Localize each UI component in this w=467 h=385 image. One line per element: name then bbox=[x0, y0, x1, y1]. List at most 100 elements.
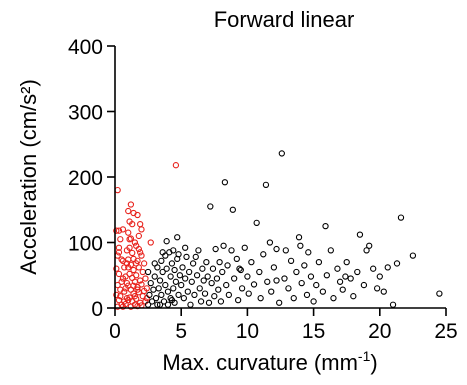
data-point bbox=[238, 285, 246, 292]
data-point bbox=[143, 285, 150, 292]
data-point bbox=[244, 273, 251, 280]
data-point bbox=[307, 273, 315, 280]
data-point bbox=[117, 293, 124, 300]
data-point bbox=[163, 238, 170, 245]
plot-area bbox=[113, 150, 443, 310]
data-point bbox=[197, 298, 205, 305]
data-point bbox=[159, 268, 166, 276]
data-point bbox=[310, 298, 317, 305]
data-point bbox=[118, 278, 125, 285]
data-point bbox=[327, 247, 334, 254]
data-point bbox=[231, 275, 238, 282]
data-point bbox=[168, 296, 176, 304]
data-point bbox=[146, 291, 153, 299]
data-point bbox=[152, 295, 160, 302]
data-point bbox=[133, 260, 140, 267]
data-point bbox=[270, 264, 278, 271]
x-axis-ticks: 0 5 10 15 20 25 bbox=[109, 308, 458, 343]
data-point bbox=[180, 295, 187, 302]
data-point bbox=[268, 288, 275, 295]
data-point bbox=[150, 286, 157, 293]
data-point bbox=[237, 266, 244, 274]
data-point bbox=[219, 268, 226, 276]
data-point bbox=[113, 227, 120, 234]
data-point bbox=[160, 298, 168, 305]
data-point bbox=[138, 252, 145, 259]
data-point bbox=[137, 221, 144, 228]
data-point bbox=[176, 272, 184, 279]
data-point bbox=[212, 245, 219, 253]
data-point bbox=[248, 258, 255, 266]
series-0-points bbox=[113, 162, 180, 310]
data-point bbox=[313, 281, 320, 289]
data-point bbox=[175, 291, 182, 299]
data-point bbox=[370, 265, 377, 272]
data-point bbox=[276, 299, 283, 306]
data-point bbox=[350, 293, 357, 300]
data-point bbox=[185, 268, 193, 276]
data-point bbox=[282, 247, 289, 254]
data-point bbox=[347, 275, 354, 282]
data-point bbox=[342, 273, 349, 280]
data-point bbox=[236, 265, 243, 272]
data-point bbox=[303, 291, 311, 299]
data-point bbox=[175, 251, 182, 258]
data-point bbox=[356, 231, 364, 238]
data-point bbox=[129, 249, 136, 257]
data-point bbox=[224, 262, 231, 269]
y-tick-label: 300 bbox=[68, 102, 103, 125]
x-axis-label-close: ) bbox=[370, 350, 377, 375]
data-point bbox=[137, 277, 144, 284]
y-tick-label: 0 bbox=[91, 298, 103, 321]
data-point bbox=[125, 296, 132, 304]
data-point bbox=[115, 244, 123, 251]
data-point bbox=[130, 282, 137, 289]
data-point bbox=[211, 293, 218, 300]
data-point bbox=[305, 249, 312, 256]
chart-title: Forward linear bbox=[214, 7, 355, 32]
data-point bbox=[389, 301, 397, 308]
data-point bbox=[182, 244, 189, 251]
data-point bbox=[436, 290, 443, 297]
data-point bbox=[287, 257, 295, 264]
data-point bbox=[130, 266, 137, 274]
data-point bbox=[138, 281, 145, 288]
data-point bbox=[360, 281, 368, 289]
data-point bbox=[113, 291, 120, 299]
data-point bbox=[273, 245, 280, 253]
data-point bbox=[155, 285, 162, 292]
data-point bbox=[319, 288, 327, 295]
data-point bbox=[223, 281, 230, 289]
data-point bbox=[200, 277, 207, 284]
data-point bbox=[290, 295, 297, 302]
data-point bbox=[148, 298, 156, 305]
data-point bbox=[273, 277, 280, 284]
data-point bbox=[191, 291, 198, 299]
data-point bbox=[281, 275, 288, 282]
data-point bbox=[241, 244, 248, 251]
data-point bbox=[174, 234, 181, 241]
data-point bbox=[203, 258, 210, 266]
y-tick-label: 400 bbox=[68, 36, 103, 59]
data-point bbox=[137, 249, 144, 256]
data-point bbox=[151, 260, 158, 267]
data-point bbox=[315, 258, 323, 266]
data-point bbox=[257, 295, 264, 302]
data-point bbox=[170, 285, 177, 292]
data-point bbox=[207, 203, 214, 210]
data-point bbox=[115, 227, 123, 234]
data-point bbox=[168, 260, 176, 267]
data-point bbox=[366, 242, 373, 249]
data-point bbox=[278, 150, 285, 157]
data-point bbox=[171, 266, 178, 274]
data-point bbox=[135, 232, 142, 240]
data-point bbox=[126, 236, 133, 243]
data-point bbox=[134, 286, 141, 293]
data-point bbox=[196, 285, 203, 292]
data-point bbox=[179, 264, 186, 271]
data-point bbox=[384, 264, 391, 271]
x-tick-label: 0 bbox=[109, 320, 121, 343]
data-point bbox=[336, 278, 344, 285]
data-point bbox=[147, 239, 154, 246]
data-point bbox=[262, 181, 270, 189]
